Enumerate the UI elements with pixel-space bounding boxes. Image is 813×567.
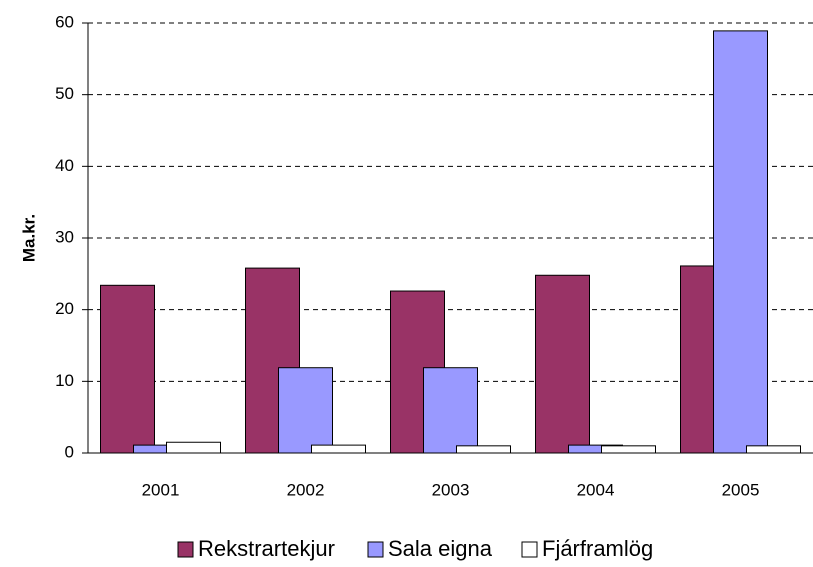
bar xyxy=(423,367,478,454)
bar xyxy=(713,30,768,454)
y-tick-label: 60 xyxy=(55,12,74,31)
legend-label: Rekstrartekjur xyxy=(198,536,335,561)
x-tick-label: 2001 xyxy=(142,480,180,499)
legend-swatch xyxy=(177,541,194,558)
bar xyxy=(535,274,590,454)
x-tick-label: 2003 xyxy=(432,480,470,499)
y-tick-label: 50 xyxy=(55,84,74,103)
bar xyxy=(601,445,656,454)
x-tick-label: 2005 xyxy=(722,480,760,499)
bar xyxy=(311,444,366,454)
y-tick-label: 30 xyxy=(55,227,74,246)
bar xyxy=(166,441,221,454)
legend-label: Sala eigna xyxy=(388,536,493,561)
bar xyxy=(456,445,511,454)
x-tick-label: 2004 xyxy=(577,480,615,499)
legend-label: Fjárframlög xyxy=(542,536,653,561)
bar xyxy=(100,284,155,454)
y-tick-label: 10 xyxy=(55,371,74,390)
bar xyxy=(746,445,801,454)
y-axis-label: Ma.kr. xyxy=(19,214,38,262)
x-tick-label: 2002 xyxy=(287,480,325,499)
bar xyxy=(278,367,333,454)
legend-swatch xyxy=(521,541,538,558)
y-tick-label: 40 xyxy=(55,156,74,175)
y-tick-label: 0 xyxy=(65,442,74,461)
legend-swatch xyxy=(367,541,384,558)
y-tick-label: 20 xyxy=(55,299,74,318)
